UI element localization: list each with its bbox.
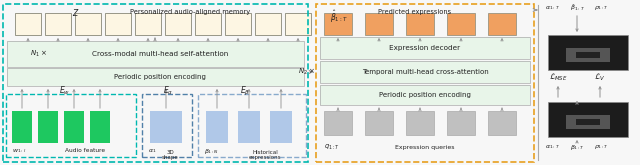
Bar bbox=[206, 111, 228, 143]
Bar bbox=[447, 13, 475, 35]
Bar bbox=[225, 13, 251, 35]
Text: Audio feature: Audio feature bbox=[65, 148, 105, 153]
Text: $q_{1:T}$: $q_{1:T}$ bbox=[324, 142, 340, 152]
Bar bbox=[255, 13, 281, 35]
Bar bbox=[195, 13, 221, 35]
Text: Periodic position encoding: Periodic position encoding bbox=[114, 74, 206, 80]
Bar bbox=[105, 13, 131, 35]
Bar bbox=[285, 13, 311, 35]
Bar bbox=[365, 111, 393, 135]
Text: $E_\alpha$: $E_\alpha$ bbox=[163, 85, 173, 97]
Bar bbox=[324, 13, 352, 35]
Bar bbox=[324, 111, 352, 135]
Bar bbox=[75, 13, 101, 35]
Bar bbox=[12, 111, 32, 143]
Text: Expression queries: Expression queries bbox=[396, 145, 455, 149]
Bar bbox=[548, 35, 628, 70]
Bar bbox=[7, 68, 304, 86]
Text: $N_1$ ×: $N_1$ × bbox=[30, 49, 48, 59]
Text: Cross-modal multi-head self-attention: Cross-modal multi-head self-attention bbox=[92, 51, 228, 57]
Bar bbox=[406, 111, 434, 135]
Text: Temporal multi-head cross-attention: Temporal multi-head cross-attention bbox=[362, 69, 488, 75]
Text: $\mathcal{L}_V$: $\mathcal{L}_V$ bbox=[595, 71, 605, 83]
Text: Periodic position encoding: Periodic position encoding bbox=[379, 92, 471, 98]
Text: 3D
shape: 3D shape bbox=[162, 150, 179, 160]
Bar bbox=[365, 13, 393, 35]
Text: $\alpha_{1:T}$: $\alpha_{1:T}$ bbox=[545, 4, 561, 12]
Bar bbox=[64, 111, 84, 143]
Text: $\hat{\beta}_{1:T}$: $\hat{\beta}_{1:T}$ bbox=[570, 3, 584, 13]
Text: $\alpha_1$: $\alpha_1$ bbox=[148, 147, 157, 155]
Bar bbox=[320, 37, 530, 59]
Bar bbox=[320, 85, 530, 105]
Bar bbox=[7, 68, 304, 86]
Text: $\rho_{1:T}$: $\rho_{1:T}$ bbox=[593, 143, 609, 151]
Bar bbox=[135, 13, 161, 35]
Bar bbox=[142, 94, 192, 157]
Bar bbox=[7, 41, 304, 67]
Bar bbox=[270, 111, 292, 143]
Bar bbox=[165, 13, 191, 35]
Text: $\rho_{1:T}$: $\rho_{1:T}$ bbox=[593, 4, 609, 12]
Bar bbox=[320, 61, 530, 83]
Text: $E_w$: $E_w$ bbox=[60, 85, 70, 97]
Bar bbox=[566, 115, 610, 129]
Text: $w_{1:l}$: $w_{1:l}$ bbox=[12, 147, 26, 155]
Text: $\hat{\beta}_{1:T}$: $\hat{\beta}_{1:T}$ bbox=[330, 9, 348, 25]
Bar bbox=[488, 111, 516, 135]
Bar bbox=[6, 94, 136, 157]
Bar bbox=[7, 41, 304, 67]
Text: $N_2$ ×: $N_2$ × bbox=[298, 67, 316, 77]
Bar bbox=[15, 13, 41, 35]
Bar bbox=[238, 111, 260, 143]
Text: $E_\beta$: $E_\beta$ bbox=[240, 84, 250, 98]
Bar bbox=[576, 119, 600, 125]
Bar bbox=[320, 61, 530, 83]
Bar bbox=[320, 85, 530, 105]
Bar bbox=[45, 13, 71, 35]
Text: Z: Z bbox=[72, 9, 77, 18]
Text: $\beta_{1:T}$: $\beta_{1:T}$ bbox=[570, 143, 584, 151]
Text: Personalized audio-aligned memory: Personalized audio-aligned memory bbox=[130, 9, 250, 15]
Text: $\mathcal{L}_{MSE}$: $\mathcal{L}_{MSE}$ bbox=[548, 71, 568, 83]
Bar bbox=[406, 13, 434, 35]
Bar bbox=[150, 111, 182, 143]
Bar bbox=[447, 111, 475, 135]
Bar bbox=[320, 37, 530, 59]
Text: Predicted expressions: Predicted expressions bbox=[378, 9, 452, 15]
Bar bbox=[90, 111, 110, 143]
Bar bbox=[3, 4, 308, 162]
Bar bbox=[548, 102, 628, 137]
Text: Historical
expressions: Historical expressions bbox=[249, 150, 281, 160]
Text: $\alpha_{1:T}$: $\alpha_{1:T}$ bbox=[545, 143, 561, 151]
Text: Expression decoder: Expression decoder bbox=[389, 45, 461, 51]
Text: $\beta_{1:N}$: $\beta_{1:N}$ bbox=[204, 147, 219, 155]
Bar bbox=[488, 13, 516, 35]
Bar bbox=[38, 111, 58, 143]
Bar bbox=[316, 4, 534, 162]
Bar bbox=[566, 48, 610, 62]
Bar bbox=[576, 52, 600, 58]
Bar bbox=[198, 94, 306, 157]
